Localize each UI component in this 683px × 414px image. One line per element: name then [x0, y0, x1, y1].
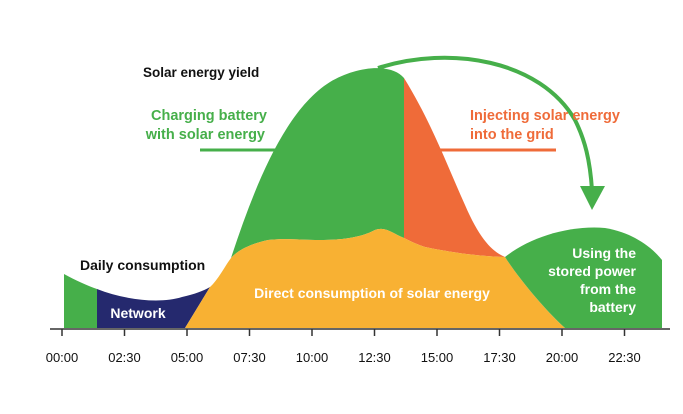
x-axis-ticks: 00:00 02:30 05:00 07:30 10:00 12:30 15:00 17:30… — [46, 329, 641, 365]
network-area — [97, 287, 210, 328]
x-tick-label: 02:30 — [108, 350, 141, 365]
charging-label-line2: with solar energy — [145, 127, 265, 143]
x-tick-label: 00:00 — [46, 350, 79, 365]
network-label: Network — [110, 305, 165, 321]
x-tick-label: 10:00 — [296, 350, 329, 365]
x-tick-label: 17:30 — [483, 350, 516, 365]
charging-area — [231, 68, 404, 258]
stored-label-line3: from the — [580, 281, 636, 297]
x-tick-label: 22:30 — [608, 350, 641, 365]
solar-yield-label: Solar energy yield — [143, 65, 259, 80]
direct-consumption-area — [185, 228, 565, 328]
stored-power-area — [505, 227, 662, 328]
stored-label-line4: battery — [589, 299, 636, 315]
storage-arrow-head — [580, 186, 605, 210]
x-tick-label: 07:30 — [233, 350, 266, 365]
daily-consumption-label: Daily consumption — [80, 257, 205, 273]
direct-consumption-label: Direct consumption of solar energy — [254, 285, 490, 301]
injecting-label-line1: Injecting solar energy — [470, 108, 620, 124]
x-tick-label: 12:30 — [358, 350, 391, 365]
battery-early-area — [64, 274, 97, 328]
charging-label-line1: Charging battery — [151, 108, 267, 124]
x-tick-label: 05:00 — [171, 350, 204, 365]
storage-arrow-curve — [377, 55, 594, 191]
injecting-label-line2: into the grid — [470, 127, 554, 143]
x-tick-label: 20:00 — [546, 350, 579, 365]
injecting-area — [404, 78, 505, 257]
x-tick-label: 15:00 — [421, 350, 454, 365]
stored-label-line1: Using the — [572, 245, 636, 261]
stored-label-line2: stored power — [548, 263, 636, 279]
